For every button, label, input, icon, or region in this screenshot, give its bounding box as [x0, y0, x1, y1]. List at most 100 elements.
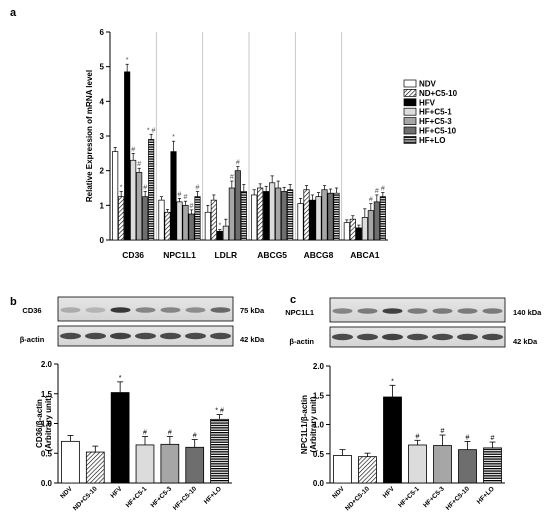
bar-ldlr-hfv: [216, 230, 223, 241]
y-tick-label: 1: [100, 201, 105, 210]
y-tick-label: 6: [100, 28, 105, 37]
legend-entry-nd-c5-10: ND+C5-10: [419, 89, 458, 98]
bar-hf-lo: [483, 447, 502, 484]
legend-swatch-hf-c5-3: [403, 117, 417, 125]
bar-hf-c5-1: [135, 444, 155, 484]
bar-hf-c5-3: [160, 443, 180, 484]
blot-control-kda: 42 kDa: [240, 335, 265, 344]
blot-frame-protein: [57, 296, 234, 322]
legend-entry-hf-c5-1: HF+C5-1: [419, 108, 452, 117]
western-blot-npc1l1: NPC1L1 β-actin 140 kDa 42 kDa: [285, 297, 542, 348]
blot-control-name: β-actin: [20, 335, 45, 344]
chart-mrna-expression: 0 1 2 3 4 5 6 Relative Expression of mRNA level…: [85, 28, 458, 260]
bar-abcg5-nd-c5-10: [257, 187, 264, 241]
x-category-label: HF+LO: [203, 485, 223, 505]
bar-npc1l1-hf-lo: [194, 196, 201, 241]
x-category-label: CD36: [122, 250, 144, 260]
band-control: [60, 332, 81, 340]
significance-mark: *: [172, 134, 175, 141]
y-tick-label: 1.0: [41, 420, 53, 429]
blot-control-name: β-actin: [289, 337, 314, 346]
significance-mark: #: [466, 434, 470, 441]
bar-hfv: [110, 392, 130, 484]
x-category-label: NPC1L1: [163, 250, 196, 260]
bar-abcg5-ndv: [251, 194, 258, 241]
band-control: [110, 332, 131, 340]
significance-mark: #: [178, 191, 182, 198]
x-category-label: ND+C5-10: [72, 485, 99, 512]
bar-cd36-hf-c5-10: [142, 196, 149, 241]
band-protein: [407, 308, 428, 314]
bar-cd36-hf-c5-3: [136, 172, 143, 241]
x-category-label: ND+C5-10: [344, 485, 371, 512]
bar-abcg8-hf-lo: [333, 192, 340, 241]
band-control: [185, 332, 206, 340]
x-category-label: HFV: [382, 485, 397, 500]
bar-ldlr-hf-c5-1: [222, 225, 229, 241]
legend-entry-hf-c5-3: HF+C5-3: [419, 117, 452, 126]
band-protein: [432, 308, 453, 314]
band-control: [160, 332, 181, 340]
band-protein: [110, 307, 131, 313]
bar-abca1-hfv: [355, 227, 362, 241]
band-protein: [160, 307, 181, 313]
x-category-label: ABCG8: [304, 250, 334, 260]
significance-mark: #: [193, 433, 197, 440]
bar-abca1-hf-lo: [379, 196, 386, 241]
panel-letter-b: b: [10, 296, 17, 308]
y-tick-label: 2: [100, 167, 105, 176]
bar-abcg5-hf-c5-1: [269, 182, 276, 241]
bar-nd-c5-10: [85, 451, 105, 484]
bar-abcg8-hf-c5-1: [315, 196, 322, 241]
y-tick-label: 2.0: [313, 362, 325, 371]
y-axis-title: CD36/β-actin: [35, 399, 44, 448]
legend-swatch-hfv: [403, 98, 417, 107]
significance-mark: #: [190, 203, 194, 210]
bar-npc1l1-hf-c5-1: [176, 201, 183, 241]
y-tick-label: 0.5: [313, 450, 325, 459]
band-control: [457, 333, 478, 341]
band-control: [432, 333, 453, 341]
legend-swatch-ndv: [403, 79, 417, 88]
x-category-label: HF+C5-3: [422, 485, 446, 509]
significance-mark: *: [126, 57, 129, 64]
bar-abca1-hf-c5-10: [373, 201, 380, 241]
bar-npc1l1-nd-c5-10: [164, 211, 171, 241]
bar-abcg8-hf-c5-3: [321, 189, 328, 241]
band-control: [85, 332, 106, 340]
x-category-label: HF+C5-3: [150, 485, 174, 509]
band-control: [382, 333, 403, 341]
chart-cd36-protein: 0.0 0.5 1.0 1.5 2.0 CD36/β-actin (Arbitrary un…: [35, 360, 232, 512]
band-protein: [357, 308, 378, 314]
legend-entry-hf-c5-10: HF+C5-10: [419, 127, 457, 136]
x-category-label: ABCA1: [350, 250, 380, 260]
bar-ldlr-hf-c5-10: [234, 170, 241, 241]
bar-hfv: [383, 396, 402, 484]
y-axis-subtitle: (Arbitrary unit): [44, 395, 53, 451]
y-tick-label: 1.5: [313, 391, 325, 400]
significance-mark: *: [218, 223, 221, 230]
significance-mark: #: [375, 188, 379, 195]
legend-entry-hfv: HFV: [419, 98, 436, 107]
bar-abcg5-hf-lo: [287, 189, 294, 241]
x-category-label: LDLR: [214, 250, 237, 260]
significance-mark: #: [196, 184, 200, 191]
y-tick-label: 0.0: [313, 479, 325, 488]
significance-mark: *: [391, 378, 394, 385]
band-control: [407, 333, 428, 341]
band-control: [357, 333, 378, 341]
significance-mark: #: [236, 160, 240, 167]
y-tick-label: 0.5: [41, 449, 53, 458]
bar-cd36-hf-lo: [148, 139, 155, 241]
y-tick-label: 2.0: [41, 360, 53, 369]
x-category-label: NDV: [59, 485, 74, 500]
band-protein: [332, 308, 353, 314]
bar-ldlr-hf-lo: [240, 191, 247, 241]
band-control: [482, 333, 503, 341]
significance-mark: #: [143, 430, 147, 437]
blot-protein-name: NPC1L1: [285, 308, 314, 317]
significance-mark: #: [491, 435, 495, 442]
bar-ldlr-hf-c5-3: [228, 187, 235, 241]
significance-mark: * #: [147, 127, 156, 134]
